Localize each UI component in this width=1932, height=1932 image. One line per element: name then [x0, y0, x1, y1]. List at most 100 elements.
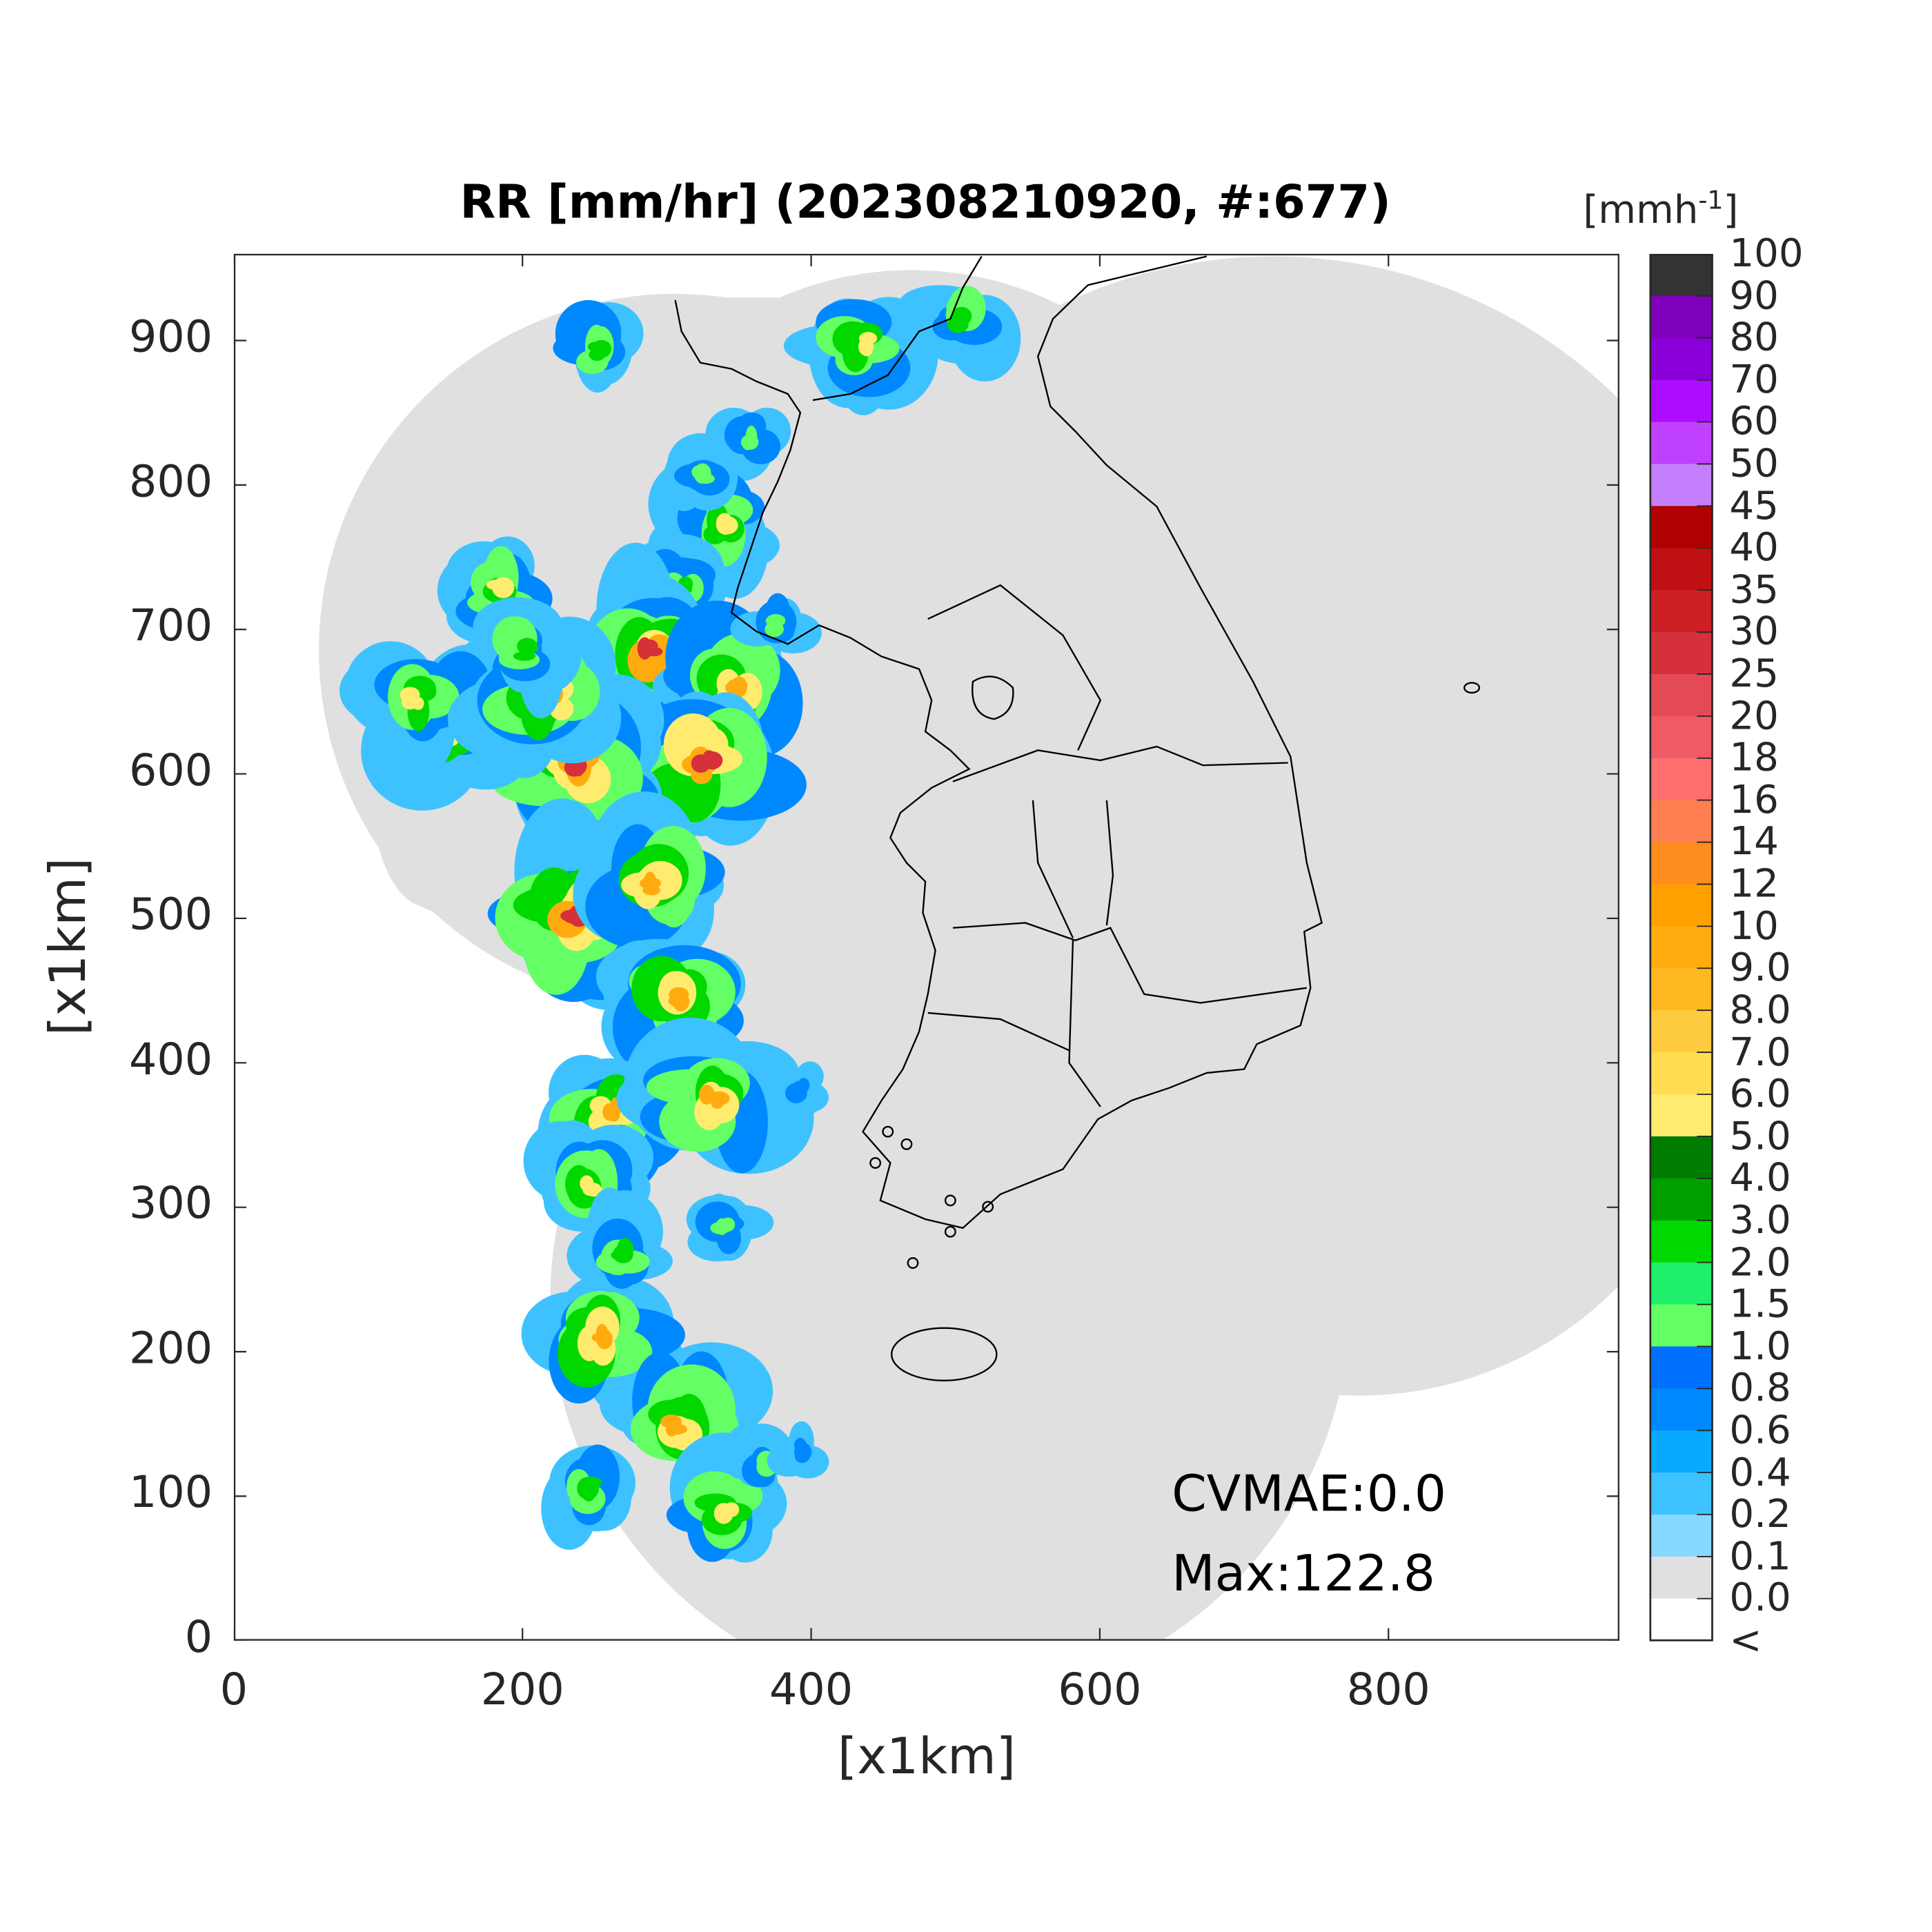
colorbar-label: 0.1 — [1729, 1534, 1791, 1579]
colorbar-label: 50 — [1729, 441, 1779, 487]
colorbar-bin — [1650, 926, 1713, 969]
colorbar-label: 0.6 — [1729, 1408, 1791, 1453]
colorbar-label: 7.0 — [1729, 1029, 1791, 1075]
colorbar-bin — [1650, 1304, 1713, 1348]
rain-echo — [765, 615, 786, 627]
colorbar-bin — [1650, 1346, 1713, 1390]
colorbar-label: 0.4 — [1729, 1450, 1791, 1495]
x-tick-label: 0 — [219, 1665, 248, 1716]
colorbar-bin — [1650, 548, 1713, 591]
colorbar-label: 8.0 — [1729, 987, 1791, 1033]
colorbar-label: 35 — [1729, 567, 1779, 613]
seoul-boundary — [972, 676, 1014, 720]
x-axis-label: [x1km] — [837, 1728, 1016, 1786]
colorbar-bin — [1650, 1556, 1713, 1599]
colorbar-bin — [1650, 1472, 1713, 1515]
colorbar-label: 20 — [1729, 693, 1779, 739]
island-outline — [900, 1138, 913, 1150]
colorbar-bin — [1650, 968, 1713, 1012]
rain-echo — [641, 639, 658, 653]
boundary-line — [927, 584, 1102, 751]
ulleungdo-outline — [1463, 682, 1481, 694]
colorbar-label: 40 — [1729, 525, 1779, 571]
y-tick-label: 600 — [129, 746, 213, 797]
chart-title: RR [mm/hr] (202308210920, #:677) — [460, 175, 1391, 229]
y-tick-label: 400 — [129, 1035, 213, 1085]
colorbar-bin — [1650, 1220, 1713, 1263]
rain-echo — [858, 337, 874, 356]
boundary-line — [1105, 800, 1114, 926]
unit-exponent: -1 — [1698, 185, 1724, 215]
cvmae-annotation: CVMAE:0.0 — [1172, 1466, 1446, 1524]
colorbar-bin — [1650, 295, 1713, 339]
colorbar-label: 14 — [1729, 819, 1779, 865]
colorbar-bin — [1650, 1010, 1713, 1053]
rain-echo — [696, 473, 715, 484]
rain-echo — [492, 577, 515, 598]
x-tick-label: 600 — [1058, 1665, 1142, 1716]
x-tick-label: 200 — [480, 1665, 564, 1716]
y-tick-label: 0 — [184, 1613, 213, 1664]
colorbar-bin — [1650, 253, 1713, 297]
colorbar-bin — [1650, 884, 1713, 927]
colorbar-bin — [1650, 1598, 1713, 1642]
radar-map-plot — [233, 253, 1619, 1641]
colorbar-label: 90 — [1729, 273, 1779, 319]
max-annotation: Max:122.8 — [1172, 1546, 1435, 1604]
rain-echo — [716, 515, 738, 535]
rain-echo — [591, 1332, 607, 1342]
colorbar-bin — [1650, 758, 1713, 801]
rain-echo — [702, 750, 716, 764]
boundary-line — [927, 1012, 1070, 1052]
rain-echo — [613, 1245, 633, 1263]
colorbar-label: 3.0 — [1729, 1198, 1791, 1243]
colorbar-bin — [1650, 464, 1713, 507]
colorbar-bin — [1650, 1052, 1713, 1095]
boundary-line — [674, 255, 1323, 1229]
rain-echo — [947, 316, 969, 333]
boundary-line — [812, 255, 983, 402]
rain-echo — [560, 909, 580, 922]
y-tick-label: 200 — [129, 1324, 213, 1374]
rainfall-field — [339, 285, 1021, 1563]
rain-echo — [587, 342, 604, 352]
y-axis-label: [x1km] — [39, 857, 98, 1036]
colorbar-label: 16 — [1729, 778, 1779, 823]
colorbar-bin — [1650, 422, 1713, 465]
y-tick-label: 500 — [129, 891, 213, 941]
colorbar-bin — [1650, 716, 1713, 759]
rain-echo — [522, 642, 538, 653]
colorbar-bin — [1650, 506, 1713, 549]
colorbar-frame — [1649, 253, 1713, 1642]
island-outline — [882, 1125, 894, 1138]
boundary-line — [1032, 800, 1074, 938]
colorbar-label: 12 — [1729, 861, 1779, 907]
rain-echo — [798, 1078, 810, 1092]
colorbar-label: 0.0 — [1729, 1576, 1791, 1621]
colorbar-bin — [1650, 337, 1713, 381]
rain-echo — [716, 1218, 729, 1235]
unit-text: [mmh — [1583, 188, 1699, 233]
unit-close: ] — [1723, 188, 1739, 233]
colorbar-bin — [1650, 1262, 1713, 1305]
colorbar-bin — [1650, 1430, 1713, 1474]
colorbar-label: < — [1729, 1618, 1762, 1664]
colorbar-label: 4.0 — [1729, 1156, 1791, 1201]
rain-echo — [794, 1442, 812, 1463]
rain-echo — [668, 994, 690, 1007]
colorbar-bin — [1650, 673, 1713, 717]
colorbar-label: 2.0 — [1729, 1239, 1791, 1285]
colorbar-label: 60 — [1729, 399, 1779, 445]
boundary-line — [952, 745, 1288, 782]
colorbar-label: 1.5 — [1729, 1281, 1791, 1328]
colorbar-label: 100 — [1729, 231, 1804, 277]
colorbar-label: 45 — [1729, 483, 1779, 529]
x-tick-label: 400 — [769, 1665, 854, 1716]
island-outline — [944, 1225, 956, 1238]
colorbar-label: 18 — [1729, 736, 1779, 781]
colorbar-label: 9.0 — [1729, 945, 1791, 991]
y-tick-label: 900 — [129, 313, 213, 364]
colorbar-bin — [1650, 379, 1713, 423]
colorbar-label: 30 — [1729, 609, 1779, 655]
